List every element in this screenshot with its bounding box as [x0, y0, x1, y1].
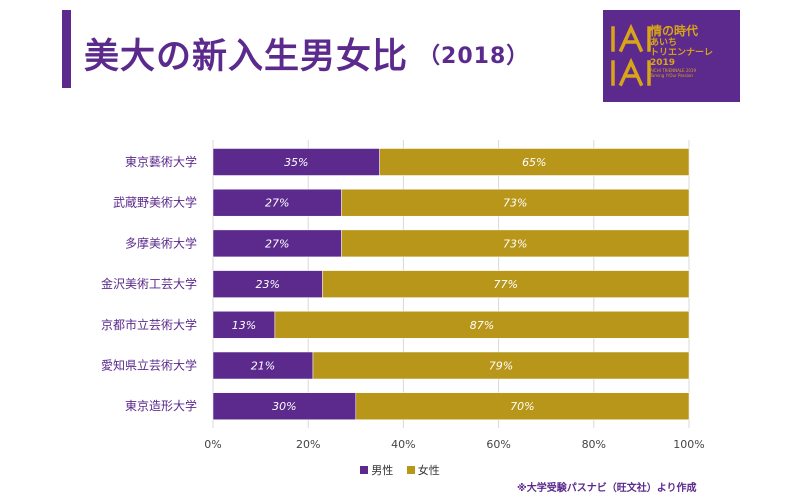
- title-main: 美大の新入生男女比: [84, 37, 409, 77]
- title-accent-bar: [62, 10, 71, 88]
- category-label: 武蔵野美術大学: [113, 195, 197, 210]
- data-label: 30%: [272, 400, 296, 413]
- bar-female: [341, 229, 690, 258]
- logo-text: 情の時代 あいち トリエンナーレ 2019 AICHI TRIENNALE 20…: [650, 24, 713, 78]
- data-label: 79%: [489, 360, 513, 373]
- category-label: 愛知県立芸術大学: [101, 358, 197, 373]
- x-tick-label: 40%: [391, 438, 415, 451]
- legend-swatch-male: [360, 466, 369, 474]
- data-label: 27%: [265, 237, 289, 250]
- chart-legend: 男性 女性: [0, 462, 800, 478]
- bar-male: [212, 229, 342, 258]
- logo-line5: AICHI TRIENNALE 2019: [650, 68, 697, 73]
- bar-male: [212, 392, 357, 420]
- logo-line1: 情の時代: [650, 24, 699, 38]
- logo-line2: あいち: [650, 38, 678, 48]
- data-label: 87%: [470, 319, 494, 332]
- data-label: 35%: [284, 156, 308, 169]
- logo-line3: トリエンナーレ: [650, 48, 714, 58]
- bar-male: [212, 148, 380, 176]
- title-year: （2018）: [418, 44, 530, 69]
- data-label: 21%: [251, 360, 275, 373]
- x-tick-label: 20%: [296, 438, 320, 451]
- category-label: 金沢美術工芸大学: [101, 276, 197, 291]
- category-label: 京都市立芸術大学: [101, 317, 197, 332]
- legend-label-female: 女性: [417, 464, 440, 477]
- legend-item-male: 男性: [360, 462, 393, 478]
- data-label: 23%: [256, 278, 280, 291]
- page-title: 美大の新入生男女比 （2018）: [84, 28, 529, 79]
- logo-mark-icon: [611, 24, 651, 87]
- logo-line6: Taming Y/Our Passion: [650, 73, 693, 78]
- bar-female: [341, 188, 690, 217]
- data-label: 27%: [265, 197, 289, 210]
- source-note: ※大学受験パスナビ（旺文社）より作成: [517, 483, 697, 494]
- bar-female: [355, 392, 690, 420]
- x-tick-label: 100%: [673, 438, 704, 451]
- bar-female: [379, 148, 690, 176]
- bar-female: [274, 311, 690, 339]
- aichi-triennale-logo: 情の時代 あいち トリエンナーレ 2019 AICHI TRIENNALE 20…: [603, 10, 740, 102]
- legend-swatch-female: [406, 466, 415, 474]
- data-label: 70%: [510, 400, 534, 413]
- data-label: 13%: [232, 319, 256, 332]
- category-label: 東京藝術大学: [125, 154, 197, 169]
- bar-male: [212, 351, 314, 380]
- legend-label-male: 男性: [371, 464, 394, 477]
- x-tick-label: 80%: [582, 438, 606, 451]
- category-label: 東京造形大学: [125, 398, 197, 413]
- logo-line4: 2019: [650, 58, 676, 68]
- bar-female: [312, 351, 690, 380]
- category-label: 多摩美術大学: [125, 235, 197, 250]
- data-label: 73%: [503, 197, 527, 210]
- bar-female: [322, 270, 690, 298]
- legend-item-female: 女性: [406, 462, 440, 478]
- data-label: 65%: [522, 156, 546, 169]
- data-label: 73%: [503, 237, 527, 250]
- x-tick-label: 0%: [204, 438, 221, 451]
- data-label: 77%: [494, 278, 518, 291]
- x-tick-label: 60%: [486, 438, 510, 451]
